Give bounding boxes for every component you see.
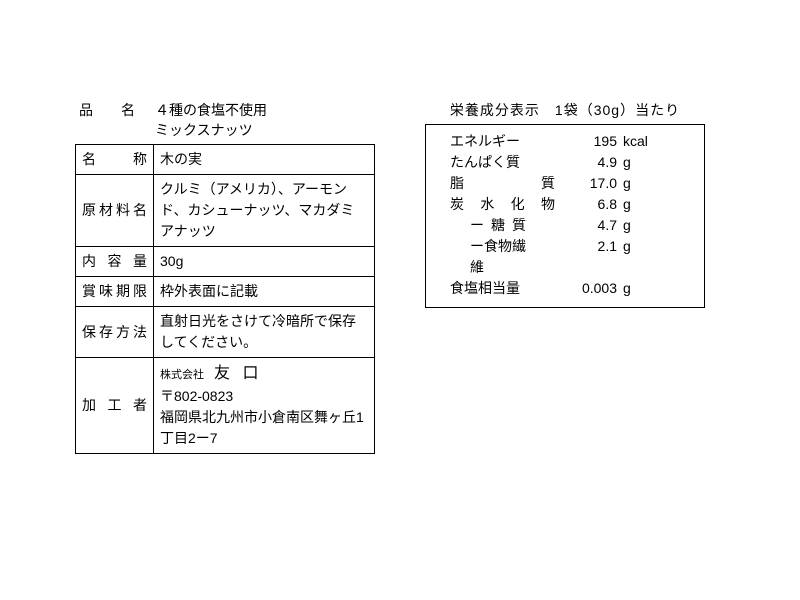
nutrition-unit: g (617, 152, 686, 173)
nutrition-box: エネルギー195kcalたんぱく質4.9g脂質17.0g炭水化物6.8gー糖質4… (425, 124, 705, 308)
nutrition-unit: g (617, 215, 686, 236)
table-row: 原材料名 クルミ（アメリカ）、アーモンド、カシューナッツ、マカダミアナッツ (76, 175, 375, 247)
nutrition-value: 4.7 (555, 215, 617, 236)
product-name-row: 品 名 ４種の食塩不使用 ミックスナッツ (75, 100, 375, 140)
nutrition-row: ー糖質4.7g (450, 215, 686, 236)
product-name-value: ４種の食塩不使用 ミックスナッツ (153, 100, 375, 140)
nutrition-label: ー食物繊維 (450, 236, 555, 278)
nutrition-value: 0.003 (555, 278, 617, 299)
nutrition-value: 17.0 (555, 173, 617, 194)
nutrition-value: 4.9 (555, 152, 617, 173)
product-spec-block: 品 名 ４種の食塩不使用 ミックスナッツ 名 称 木の実 原材料名 クルミ（アメ… (75, 100, 375, 454)
table-row: 名 称 木の実 (76, 145, 375, 175)
product-name-line1: ４種の食塩不使用 (155, 100, 375, 120)
nutrition-label: 脂質 (450, 173, 555, 194)
nutrition-row: ー食物繊維2.1g (450, 236, 686, 278)
storage-value: 直射日光をさけて冷暗所で保存してください。 (154, 307, 375, 358)
product-name-line2: ミックスナッツ (155, 120, 375, 140)
storage-label: 保存方法 (76, 307, 154, 358)
company-name: 友 口 (214, 362, 262, 386)
product-name-label: 品 名 (75, 100, 153, 120)
nutrition-row: 炭水化物6.8g (450, 194, 686, 215)
nutrition-row: 食塩相当量0.003g (450, 278, 686, 299)
table-row: 賞味期限 枠外表面に記載 (76, 277, 375, 307)
nutrition-label: ー糖質 (450, 215, 555, 236)
company-type: 株式会社 (160, 367, 204, 384)
nutrition-value: 195 (555, 131, 617, 152)
netweight-label: 内 容 量 (76, 247, 154, 277)
ingredients-value: クルミ（アメリカ）、アーモンド、カシューナッツ、マカダミアナッツ (154, 175, 375, 247)
nutrition-label: たんぱく質 (450, 152, 555, 173)
nutrition-block: 栄養成分表示 1袋（30g）当たり エネルギー195kcalたんぱく質4.9g脂… (425, 100, 705, 308)
nutrition-value: 2.1 (555, 236, 617, 278)
postal-code: 〒802-0823 (160, 386, 368, 407)
nutrition-label: エネルギー (450, 131, 555, 152)
processor-value: 株式会社 友 口 〒802-0823 福岡県北九州市小倉南区舞ヶ丘1丁目2ー7 (154, 358, 375, 454)
ingredients-label: 原材料名 (76, 175, 154, 247)
nutrition-row: 脂質17.0g (450, 173, 686, 194)
nutrition-unit: g (617, 236, 686, 278)
nutrition-row: たんぱく質4.9g (450, 152, 686, 173)
category-label: 名 称 (76, 145, 154, 175)
nutrition-title: 栄養成分表示 1袋（30g）当たり (425, 100, 705, 124)
nutrition-label: 食塩相当量 (450, 278, 555, 299)
table-row: 保存方法 直射日光をさけて冷暗所で保存してください。 (76, 307, 375, 358)
netweight-value: 30g (154, 247, 375, 277)
nutrition-unit: g (617, 194, 686, 215)
table-row: 内 容 量 30g (76, 247, 375, 277)
processor-label: 加 工 者 (76, 358, 154, 454)
nutrition-label: 炭水化物 (450, 194, 555, 215)
nutrition-value: 6.8 (555, 194, 617, 215)
bestbefore-label: 賞味期限 (76, 277, 154, 307)
bestbefore-value: 枠外表面に記載 (154, 277, 375, 307)
nutrition-unit: g (617, 278, 686, 299)
category-value: 木の実 (154, 145, 375, 175)
spec-table: 名 称 木の実 原材料名 クルミ（アメリカ）、アーモンド、カシューナッツ、マカダ… (75, 144, 375, 454)
nutrition-unit: g (617, 173, 686, 194)
nutrition-unit: kcal (617, 131, 686, 152)
table-row: 加 工 者 株式会社 友 口 〒802-0823 福岡県北九州市小倉南区舞ヶ丘1… (76, 358, 375, 454)
address: 福岡県北九州市小倉南区舞ヶ丘1丁目2ー7 (160, 407, 368, 449)
nutrition-row: エネルギー195kcal (450, 131, 686, 152)
